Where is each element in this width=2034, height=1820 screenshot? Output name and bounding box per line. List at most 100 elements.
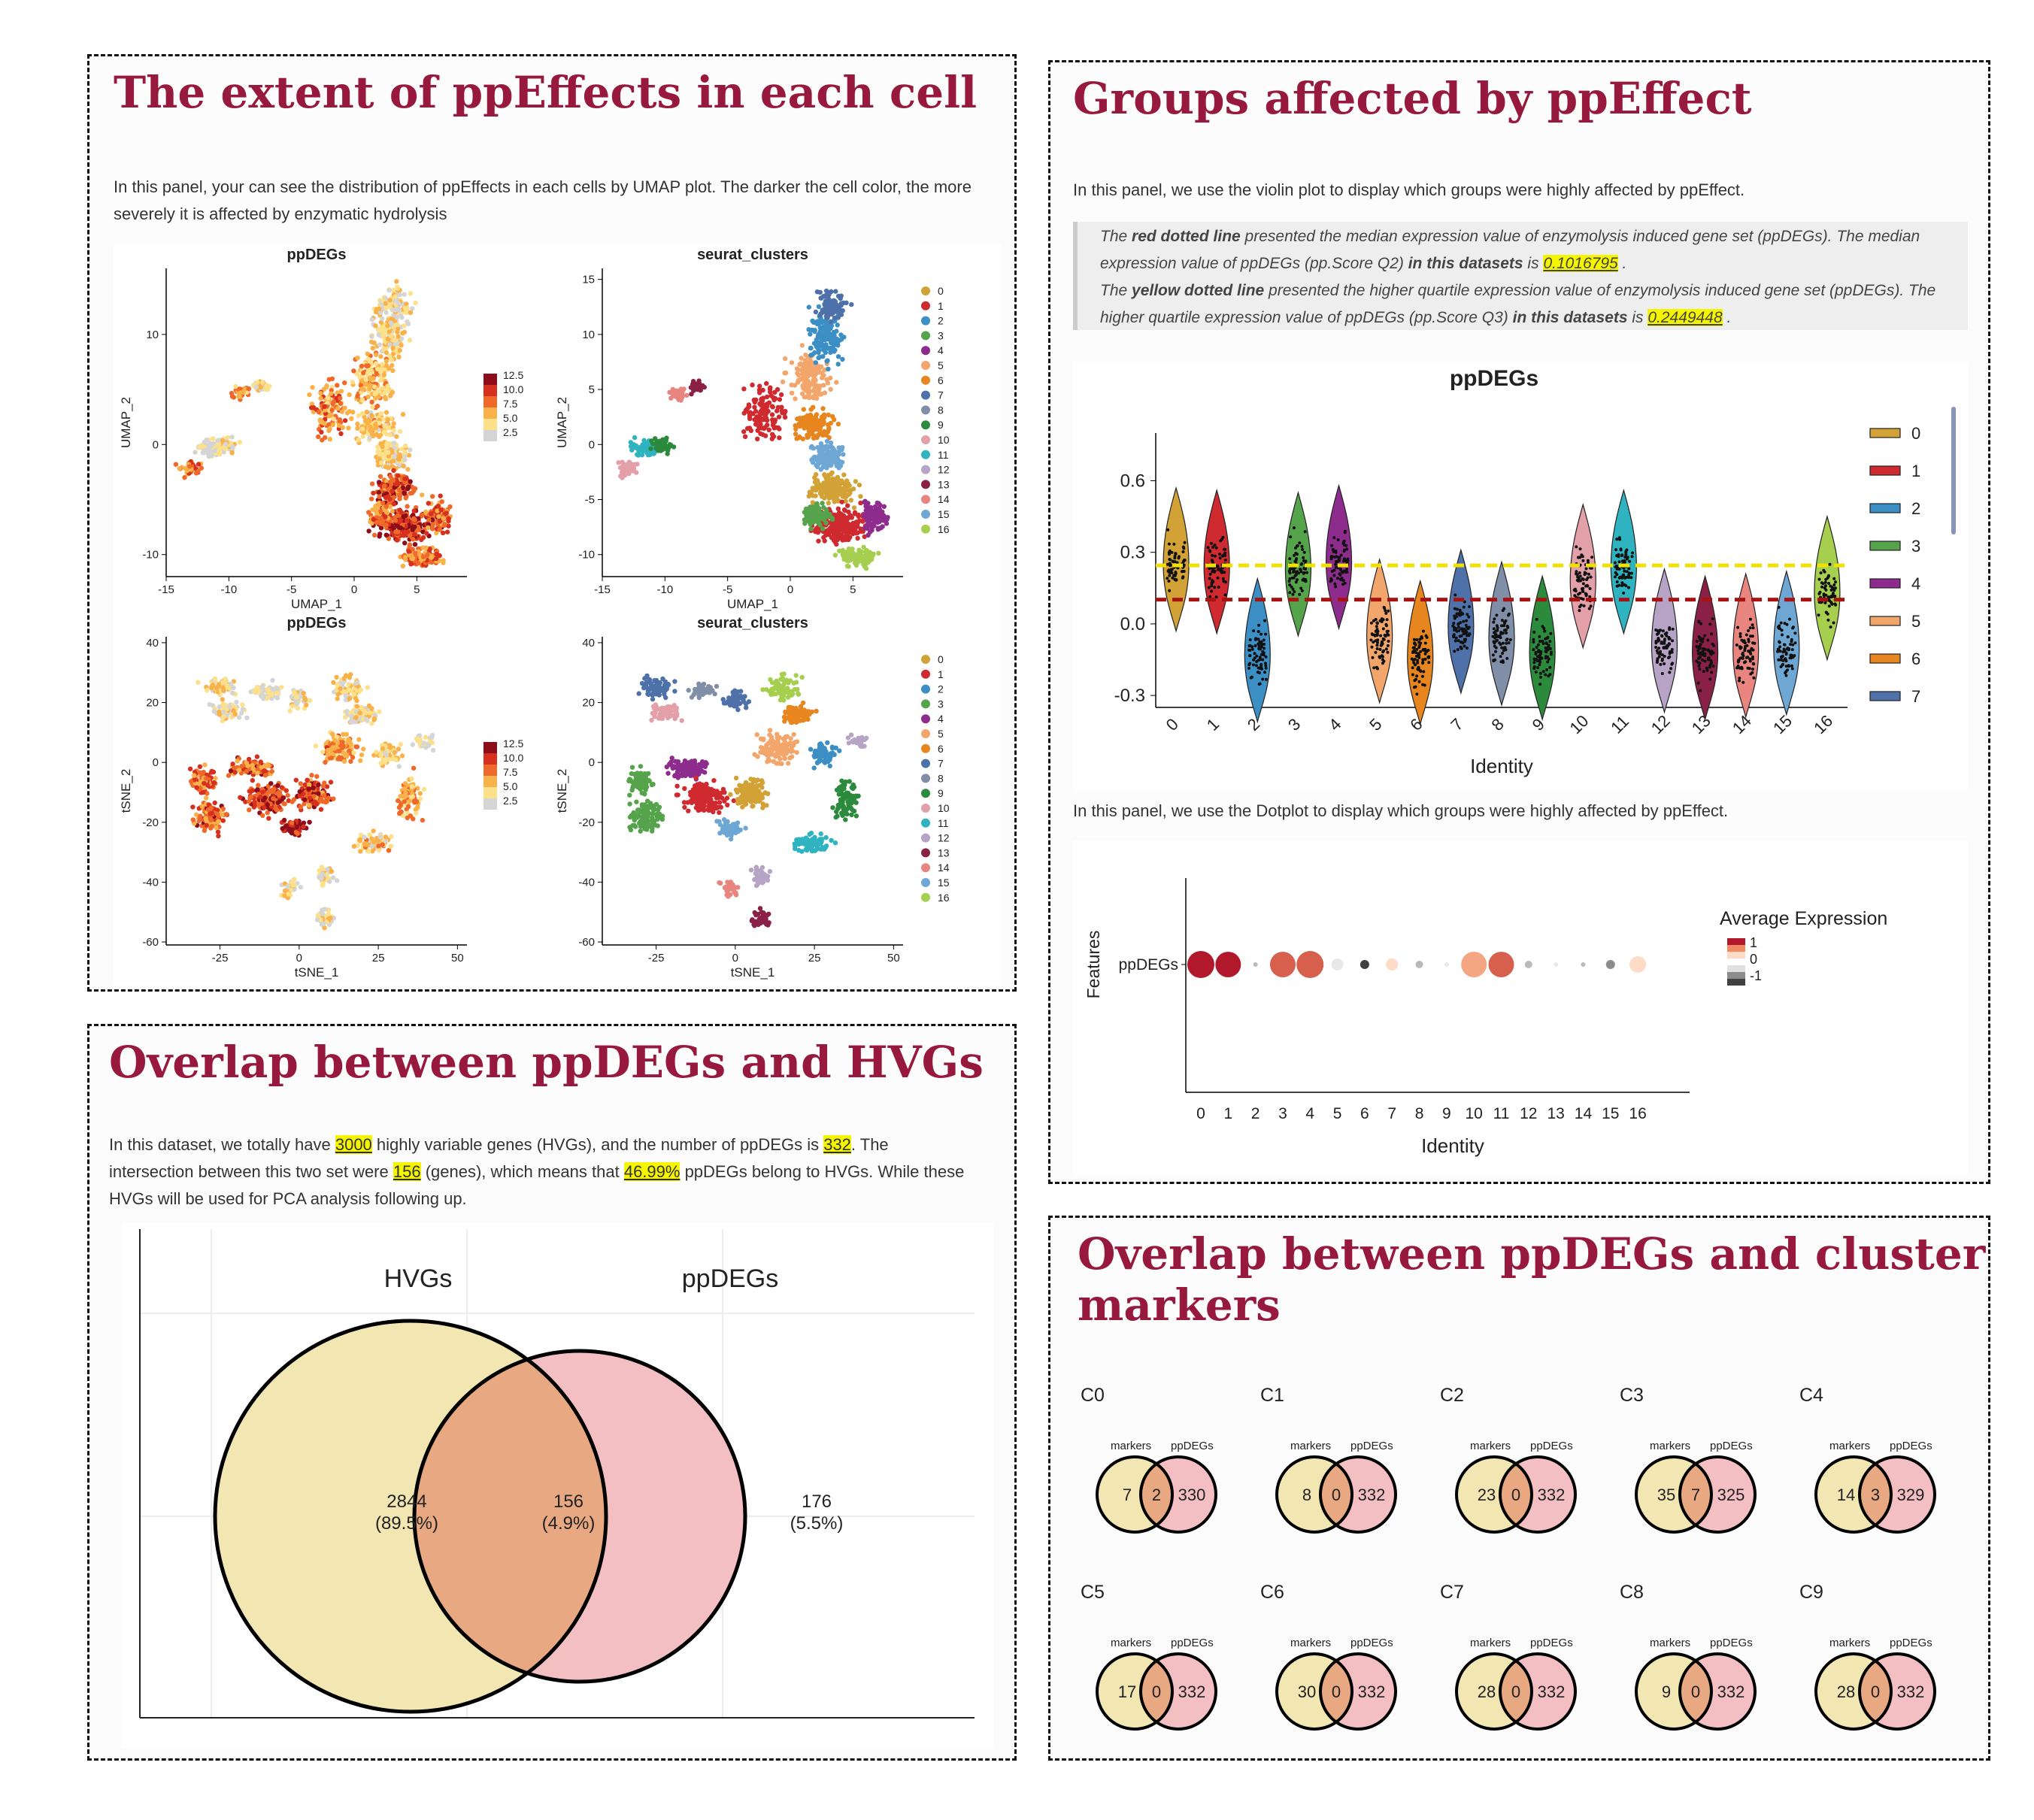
cell-point [387, 298, 393, 303]
cell-point [235, 759, 240, 764]
cell-point [374, 750, 379, 755]
cell-point [845, 503, 850, 508]
cell-point [747, 413, 753, 419]
cell-point [361, 746, 366, 752]
cell-point [353, 744, 359, 750]
cell-point [380, 362, 385, 367]
cell-point [806, 304, 811, 310]
cell-point [828, 345, 833, 351]
colorbar-segment [483, 765, 497, 776]
cell-point [294, 824, 300, 830]
cell-point [819, 320, 824, 326]
cell-point [396, 764, 402, 769]
cell-point [831, 481, 836, 486]
cell-point [382, 759, 388, 765]
cell-point [653, 446, 659, 451]
cell-point [389, 333, 394, 338]
cell-point [318, 395, 323, 401]
cell-point [841, 472, 847, 477]
cell-point [234, 699, 239, 705]
cell-point [820, 335, 826, 341]
cell-point [307, 802, 312, 808]
cell-point [620, 474, 625, 480]
cell-point [265, 791, 270, 796]
cell-point [779, 408, 785, 413]
cell-point [793, 432, 799, 437]
legend-key [921, 510, 930, 519]
cell-point [220, 438, 226, 444]
cell-point [330, 875, 336, 880]
cell-point [347, 675, 352, 680]
cell-point [375, 444, 380, 450]
cell-point [413, 550, 418, 556]
cell-point [636, 691, 641, 696]
cell-point [861, 513, 866, 519]
cell-point [408, 813, 414, 819]
cell-point [258, 794, 263, 800]
cell-point [346, 425, 351, 431]
cell-point [187, 464, 192, 469]
cell-point [225, 435, 230, 441]
colorbar-segment [483, 396, 497, 407]
cell-point [847, 490, 853, 496]
cell-point [329, 391, 334, 396]
cell-point [841, 452, 846, 457]
cell-point [824, 438, 830, 444]
cell-point [811, 487, 817, 492]
cell-point [223, 680, 229, 685]
cell-point [390, 345, 396, 351]
cell-point [382, 429, 387, 435]
cell-point [281, 801, 286, 807]
y-tick-label: 0 [153, 756, 159, 769]
y-tick-label: -60 [578, 936, 595, 949]
x-tick-label: 0 [732, 952, 738, 965]
cell-point [816, 350, 821, 355]
cell-point [338, 395, 343, 401]
cell-point [822, 495, 827, 501]
cell-point [374, 403, 380, 409]
cell-point [290, 883, 296, 888]
cell-point [390, 508, 395, 514]
cell-point [373, 361, 379, 366]
legend-label: 8 [938, 404, 944, 416]
y-tick-label: -10 [142, 549, 159, 562]
y-tick-label: 10 [582, 329, 595, 341]
panel-title: The extent of ppEffects in each cell [114, 67, 978, 118]
cell-point [247, 798, 252, 804]
cell-point [293, 777, 299, 783]
cell-point [766, 400, 772, 405]
cell-point [197, 816, 202, 822]
cell-point [405, 484, 411, 489]
cell-point [280, 825, 285, 831]
cell-point [320, 911, 326, 916]
cell-point [238, 795, 243, 800]
cell-point [394, 315, 400, 320]
x-tick-label: 0 [787, 583, 793, 596]
cell-point [397, 811, 402, 816]
cell-point [229, 450, 235, 456]
legend-key [921, 435, 930, 444]
colorbar-label: 7.5 [503, 398, 518, 410]
cell-point [346, 737, 351, 743]
cell-point [259, 693, 264, 699]
cell-point [350, 755, 356, 760]
cell-point [209, 823, 215, 829]
cell-point [856, 547, 862, 553]
cell-point [865, 532, 871, 538]
cell-point [359, 752, 365, 758]
cell-point [826, 472, 832, 477]
cell-point [392, 337, 397, 343]
cell-point [212, 676, 218, 682]
cell-point [402, 457, 408, 463]
cell-point [286, 826, 292, 831]
cell-point [285, 792, 290, 798]
cell-point [835, 421, 841, 427]
embedding-plots-svg: ppDEGs-15 -10 -5 0 5-10010UMAP_1UMAP_212.510… [119, 247, 950, 980]
cell-point [387, 745, 393, 750]
cell-point [217, 452, 223, 457]
cell-point [424, 531, 429, 536]
cell-point [403, 443, 408, 449]
cell-point [192, 773, 197, 778]
cell-point [402, 450, 408, 456]
cell-point [402, 541, 408, 546]
